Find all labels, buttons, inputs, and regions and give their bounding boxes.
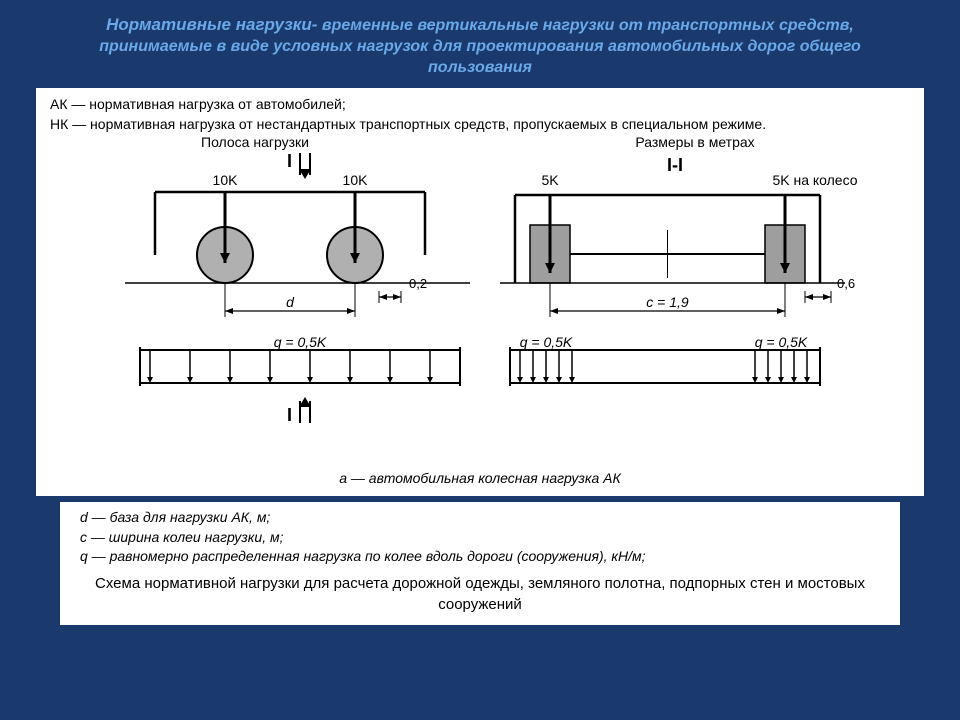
svg-text:I: I xyxy=(287,405,292,425)
svg-text:5K: 5K xyxy=(541,172,559,188)
svg-text:10K: 10K xyxy=(343,172,369,188)
def-ak: АК — нормативная нагрузка от автомобилей… xyxy=(50,95,910,114)
svg-text:Полоса нагрузки: Полоса нагрузки xyxy=(201,135,309,150)
svg-text:10K: 10K xyxy=(213,172,239,188)
legend-d: d — база для нагрузки АК, м; xyxy=(80,508,880,528)
svg-text:I: I xyxy=(287,151,292,171)
svg-text:d: d xyxy=(286,294,295,310)
load-diagram: Полоса нагрузки Размеры в метрах I 10K 10K 0,… xyxy=(55,135,905,465)
legend-q: q — равномерно распределенная нагрузка п… xyxy=(80,547,880,567)
svg-text:q = 0,5K: q = 0,5K xyxy=(520,334,573,350)
legend-caption: Схема нормативной нагрузки для расчета д… xyxy=(80,573,880,615)
svg-text:Размеры в метрах: Размеры в метрах xyxy=(635,135,754,150)
svg-text:q = 0,5K: q = 0,5K xyxy=(755,334,808,350)
svg-text:0,6: 0,6 xyxy=(837,276,855,291)
diagram-caption: а — автомобильная колесная нагрузка АК xyxy=(50,469,910,488)
title-bold: Нормативные нагрузки- xyxy=(106,15,317,34)
def-nk: НК — нормативная нагрузка от нестандартн… xyxy=(50,115,910,134)
legend-c: c — ширина колеи нагрузки, м; xyxy=(80,528,880,548)
svg-text:0,2: 0,2 xyxy=(409,276,427,291)
svg-text:c = 1,9: c = 1,9 xyxy=(646,294,689,310)
main-panel: АК — нормативная нагрузка от автомобилей… xyxy=(36,88,924,496)
svg-text:5K на колесо: 5K на колесо xyxy=(772,172,857,188)
svg-text:q = 0,5K: q = 0,5K xyxy=(274,334,327,350)
slide-header: Нормативные нагрузки- временные вертикал… xyxy=(0,0,960,88)
svg-text:I-I: I-I xyxy=(667,155,683,175)
legend-panel: d — база для нагрузки АК, м; c — ширина … xyxy=(60,502,900,625)
